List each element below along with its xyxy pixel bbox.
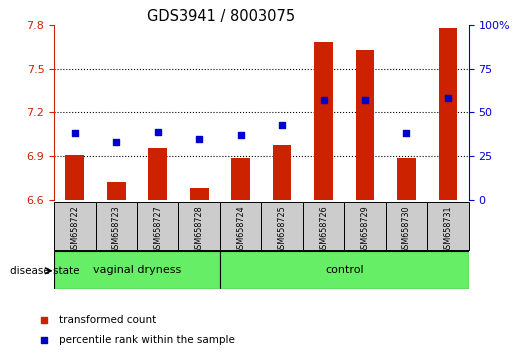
Point <box>444 96 452 101</box>
FancyBboxPatch shape <box>220 251 469 289</box>
Bar <box>314 42 333 200</box>
Point <box>153 129 162 135</box>
Text: percentile rank within the sample: percentile rank within the sample <box>59 335 235 345</box>
FancyBboxPatch shape <box>96 202 137 250</box>
Text: GSM658723: GSM658723 <box>112 206 121 254</box>
Point <box>71 131 79 136</box>
FancyBboxPatch shape <box>344 202 386 250</box>
Text: disease state: disease state <box>10 266 80 276</box>
Text: GSM658724: GSM658724 <box>236 206 245 254</box>
Text: transformed count: transformed count <box>59 315 157 325</box>
FancyBboxPatch shape <box>54 251 220 289</box>
Bar <box>65 155 84 200</box>
FancyBboxPatch shape <box>262 202 303 250</box>
Bar <box>397 158 416 200</box>
Point <box>236 132 245 138</box>
FancyBboxPatch shape <box>386 202 427 250</box>
FancyBboxPatch shape <box>427 202 469 250</box>
FancyBboxPatch shape <box>54 202 96 250</box>
FancyBboxPatch shape <box>303 202 344 250</box>
Bar <box>273 145 291 200</box>
FancyBboxPatch shape <box>137 202 179 250</box>
Text: GSM658729: GSM658729 <box>360 206 369 255</box>
Text: control: control <box>325 265 364 275</box>
Text: GDS3941 / 8003075: GDS3941 / 8003075 <box>147 9 296 24</box>
Bar <box>190 188 209 200</box>
Bar <box>231 158 250 200</box>
Text: GSM658728: GSM658728 <box>195 206 203 254</box>
Point <box>361 97 369 103</box>
Text: GSM658731: GSM658731 <box>443 206 452 254</box>
Bar <box>439 28 457 200</box>
Bar <box>356 50 374 200</box>
FancyBboxPatch shape <box>179 202 220 250</box>
Text: GSM658730: GSM658730 <box>402 206 411 254</box>
Text: vaginal dryness: vaginal dryness <box>93 265 181 275</box>
Text: GSM658725: GSM658725 <box>278 206 286 255</box>
Text: GSM658727: GSM658727 <box>153 206 162 255</box>
Point <box>195 136 203 142</box>
Bar <box>148 148 167 200</box>
Text: GSM658722: GSM658722 <box>71 206 79 255</box>
Point <box>319 97 328 103</box>
Point <box>278 122 286 127</box>
Point <box>402 131 410 136</box>
Point <box>112 139 121 145</box>
FancyBboxPatch shape <box>220 202 262 250</box>
Text: GSM658726: GSM658726 <box>319 206 328 254</box>
Bar <box>107 182 126 200</box>
